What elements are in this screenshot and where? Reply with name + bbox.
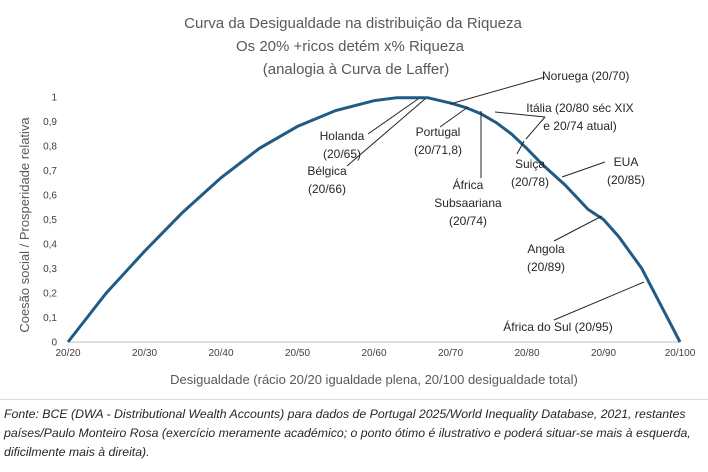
y-tick-label: 0,7 xyxy=(43,166,57,177)
y-tick-label: 0 xyxy=(51,338,57,349)
x-tick-label: 20/40 xyxy=(208,348,233,359)
annotation-label-line: Subsaariana xyxy=(434,196,502,210)
y-tick-label: 0,9 xyxy=(43,117,57,128)
annotation-label: África Subsaariana (20/74) xyxy=(434,177,502,228)
annotation-label-line: Itália (20/80 séc XIX xyxy=(526,101,633,115)
annotation-leader-lines xyxy=(346,76,645,321)
annotation-label-line: Bélgica xyxy=(307,164,347,178)
x-tick-label: 20/20 xyxy=(55,348,80,359)
annotation-label: África do Sul (20/95) xyxy=(503,319,612,334)
annotation-label: Bélgica (20/66) xyxy=(307,164,347,196)
y-tick-label: 0,6 xyxy=(43,191,57,202)
annotation-label: Portugal (20/71,8) xyxy=(414,125,462,157)
annotation-label-line: Suiça xyxy=(515,157,545,171)
annotation-label-line: (20/65) xyxy=(323,147,361,161)
y-tick-label: 0,5 xyxy=(43,215,57,226)
annotation-label: Angola (20/89) xyxy=(527,242,565,274)
x-axis-title: Desigualdade (rácio 20/20 igualdade plen… xyxy=(170,372,578,387)
chart-frame: Curva da Desigualdade na distribuição da… xyxy=(0,15,708,400)
x-tick-label: 20/60 xyxy=(361,348,386,359)
annotation-label-line: (20/74) xyxy=(449,214,487,228)
y-axis-ticks: 0 0,1 0,2 0,3 0,4 0,5 0,6 0,7 0,8 0,9 1 xyxy=(43,93,57,349)
annotation-label: Itália (20/80 séc XIX e 20/74 atual) xyxy=(526,101,633,133)
annotation-label-line: (20/66) xyxy=(308,182,346,196)
annotation-label-line: África xyxy=(453,177,484,192)
annotation-label: EUA (20/85) xyxy=(607,155,645,187)
y-tick-label: 0,1 xyxy=(43,313,57,324)
y-tick-label: 0,4 xyxy=(43,240,57,251)
x-tick-label: 20/80 xyxy=(514,348,539,359)
chart-title-line-2: Os 20% +ricos detém x% Riqueza xyxy=(236,38,465,55)
inequality-curve-chart: Curva da Desigualdade na distribuição da… xyxy=(17,15,696,387)
y-tick-label: 0,3 xyxy=(43,264,57,275)
y-tick-label: 0,8 xyxy=(43,142,57,153)
annotation-label-line: e 20/74 atual) xyxy=(543,119,616,133)
annotation-label-line: Noruega (20/70) xyxy=(542,69,629,83)
annotation-label-line: (20/78) xyxy=(511,175,549,189)
y-tick-label: 1 xyxy=(51,93,57,104)
y-tick-label: 0,2 xyxy=(43,289,57,300)
annotation-label-line: Holanda xyxy=(320,129,365,143)
annotation-label-line: Portugal xyxy=(416,125,461,139)
x-axis-ticks: 20/20 20/30 20/40 20/50 20/60 20/70 20/80 20/90… xyxy=(55,348,695,359)
annotation-label: Noruega (20/70) xyxy=(542,69,629,83)
annotation-leader-line xyxy=(449,76,546,105)
y-axis-title: Coesão social / Prosperidade relativa xyxy=(17,117,32,333)
annotation-label-line: (20/85) xyxy=(607,173,645,187)
source-note: Fonte: BCE (DWA - Distributional Wealth … xyxy=(4,407,691,459)
annotation-leader-line xyxy=(525,116,546,140)
annotation-leader-line xyxy=(439,106,469,128)
annotation-leader-line xyxy=(367,98,419,135)
annotation-leader-line xyxy=(346,98,426,167)
annotation-labels: Noruega (20/70) Holanda (20/65) Bélgica (20/… xyxy=(307,69,645,334)
x-tick-label: 20/30 xyxy=(132,348,157,359)
x-tick-label: 20/50 xyxy=(285,348,310,359)
inequality-curve-line xyxy=(66,96,682,343)
x-tick-label: 20/100 xyxy=(665,348,696,359)
annotation-label: Holanda (20/65) xyxy=(320,129,365,161)
annotation-label: Suiça (20/78) xyxy=(511,157,549,189)
annotation-leader-line xyxy=(561,161,606,178)
annotation-leader-line xyxy=(516,140,525,155)
annotation-leader-line xyxy=(553,281,645,321)
annotation-leader-line xyxy=(494,111,546,118)
chart-title: Curva da Desigualdade na distribuição da… xyxy=(184,15,522,78)
annotation-label-line: (20/71,8) xyxy=(414,143,462,157)
x-tick-label: 20/90 xyxy=(591,348,616,359)
chart-title-line-1: Curva da Desigualdade na distribuição da… xyxy=(184,15,522,32)
chart-title-line-3: (analogia à Curva de Laffer) xyxy=(263,61,450,78)
annotation-label-line: EUA xyxy=(614,155,639,169)
annotation-label-line: (20/89) xyxy=(527,260,565,274)
x-tick-label: 20/70 xyxy=(438,348,463,359)
annotation-label-line: África do Sul (20/95) xyxy=(503,319,612,334)
annotation-label-line: Angola xyxy=(527,242,565,256)
annotation-leader-line xyxy=(553,215,603,242)
